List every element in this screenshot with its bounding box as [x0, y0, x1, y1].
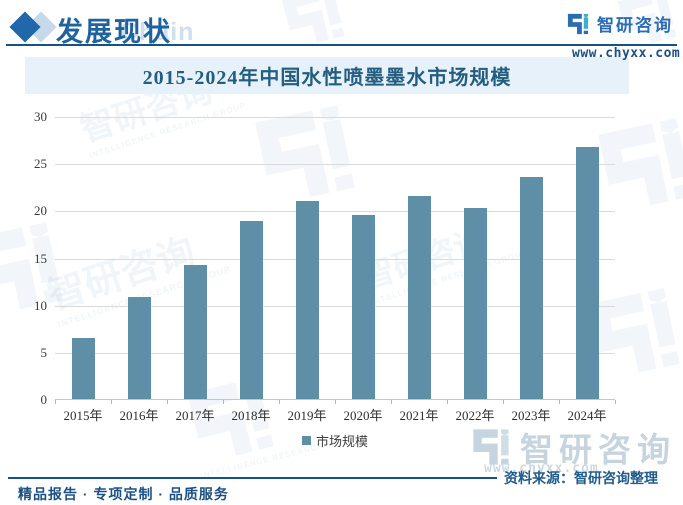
- gridline: [55, 305, 615, 307]
- chart-title-band: 2015-2024年中国水性喷墨墨水市场规模: [25, 57, 629, 94]
- bar-2023年: [519, 177, 543, 399]
- y-axis-tick-label: 20: [34, 203, 47, 219]
- x-axis-label: 2018年: [231, 408, 271, 423]
- y-axis-tick-label: 30: [34, 109, 47, 124]
- x-axis-label: 2019年: [287, 408, 327, 423]
- brand-website: www.chyxx.com: [572, 46, 681, 61]
- brand-watermark-icon: [470, 426, 512, 468]
- brand-watermark-website: www.chyxx.com: [484, 461, 599, 476]
- header-divider: [6, 44, 677, 46]
- source-note: 资料来源：智研咨询整理: [504, 470, 658, 486]
- y-axis-tick-label: 25: [34, 156, 47, 172]
- x-axis-tick: [559, 400, 560, 404]
- gridline: [55, 164, 615, 166]
- x-axis-label: 2015年: [63, 408, 103, 423]
- chart-title: 2015-2024年中国水性喷墨墨水市场规模: [142, 67, 512, 89]
- x-axis-label: 2020年: [343, 408, 383, 423]
- brand-watermark-text: 智研咨询: [520, 433, 676, 469]
- bottom-watermark: 智研咨询: [470, 423, 676, 471]
- bar-2015年: [71, 337, 95, 399]
- bar-2024年: [575, 147, 599, 399]
- x-axis-tick: [447, 400, 448, 404]
- header-watermark-text: Chain: [120, 18, 195, 46]
- bar-2019年: [295, 200, 319, 399]
- chart-legend: 市场规模: [55, 431, 615, 450]
- x-axis-tick: [335, 400, 336, 404]
- brand-logo-icon: [566, 12, 590, 36]
- x-axis-label: 2023年: [511, 408, 551, 423]
- gridline: [55, 117, 615, 118]
- x-axis-tick: [167, 400, 168, 404]
- brand-logo: 智研咨询: [566, 11, 673, 36]
- legend-marker: [301, 436, 311, 445]
- bar-2020年: [351, 215, 375, 399]
- y-axis-tick-label: 0: [40, 392, 48, 407]
- bar-2017年: [183, 265, 207, 399]
- x-axis-label: 2017年: [175, 408, 215, 423]
- x-axis-tick: [279, 400, 280, 404]
- y-axis-tick-label: 5: [40, 344, 48, 360]
- x-axis-label: 2016年: [119, 408, 159, 423]
- bar-chart: 0 5 10 15 20 25 30 2015年 2016年 2017年 2018年 2019年 202…: [34, 109, 616, 423]
- x-axis-tick: [503, 400, 504, 404]
- x-axis-tick: [55, 400, 56, 404]
- header: Chain 发展现状 智研咨询 www.chyxx.com: [0, 0, 683, 61]
- footer-slogan: 精品报告 · 专项定制 · 品质服务: [18, 486, 229, 502]
- y-axis-tick-label: 15: [34, 250, 47, 266]
- bar-2016年: [127, 297, 151, 399]
- footer-divider: [8, 477, 497, 479]
- x-axis-label: 2022年: [455, 408, 495, 423]
- y-axis-tick-label: 10: [34, 297, 47, 313]
- legend-label: 市场规模: [315, 434, 368, 449]
- x-axis-tick: [111, 400, 112, 404]
- gridline: [55, 258, 615, 260]
- gridline: [55, 211, 615, 213]
- brand-name: 智研咨询: [597, 16, 673, 35]
- bar-2021年: [407, 196, 431, 399]
- x-axis-line: [55, 399, 615, 400]
- gridline: [55, 352, 615, 354]
- page-title: 发展现状: [56, 17, 172, 47]
- x-axis-tick: [391, 400, 392, 404]
- x-axis-tick: [223, 400, 224, 404]
- x-axis-label: 2024年: [567, 408, 607, 423]
- x-axis-tick: [615, 400, 616, 404]
- bar-2022年: [463, 207, 487, 399]
- x-axis-label: 2021年: [399, 408, 439, 423]
- bar-2018年: [239, 220, 263, 399]
